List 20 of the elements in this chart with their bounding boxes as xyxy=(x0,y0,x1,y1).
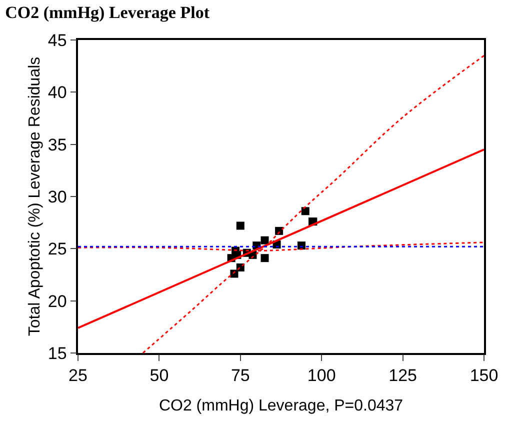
point xyxy=(236,222,244,230)
x-tick-label: 50 xyxy=(150,366,169,386)
y-tick-label: 40 xyxy=(48,83,67,102)
chart-title: CO2 (mmHg) Leverage Plot xyxy=(5,3,210,22)
x-tick-label: 25 xyxy=(68,366,88,386)
x-tick-label: 150 xyxy=(470,366,498,386)
y-tick-label: 25 xyxy=(48,240,67,259)
point xyxy=(260,254,269,262)
y-tick-label: 45 xyxy=(48,30,67,50)
x-tick-label: 100 xyxy=(307,366,336,386)
point xyxy=(260,236,269,244)
y-axis-title: Total Apoptotic (%) Leverage Residuals xyxy=(26,56,44,336)
x-tick-label: 125 xyxy=(388,366,417,386)
x-axis-title: CO2 (mmHg) Leverage, P=0.0437 xyxy=(158,397,404,414)
x-tick-label: 75 xyxy=(230,366,250,386)
y-tick-label: 30 xyxy=(48,187,67,206)
y-tick-label: 15 xyxy=(48,344,67,363)
y-tick-label: 20 xyxy=(48,292,67,311)
point xyxy=(301,207,310,216)
y-tick-label: 35 xyxy=(48,135,67,154)
